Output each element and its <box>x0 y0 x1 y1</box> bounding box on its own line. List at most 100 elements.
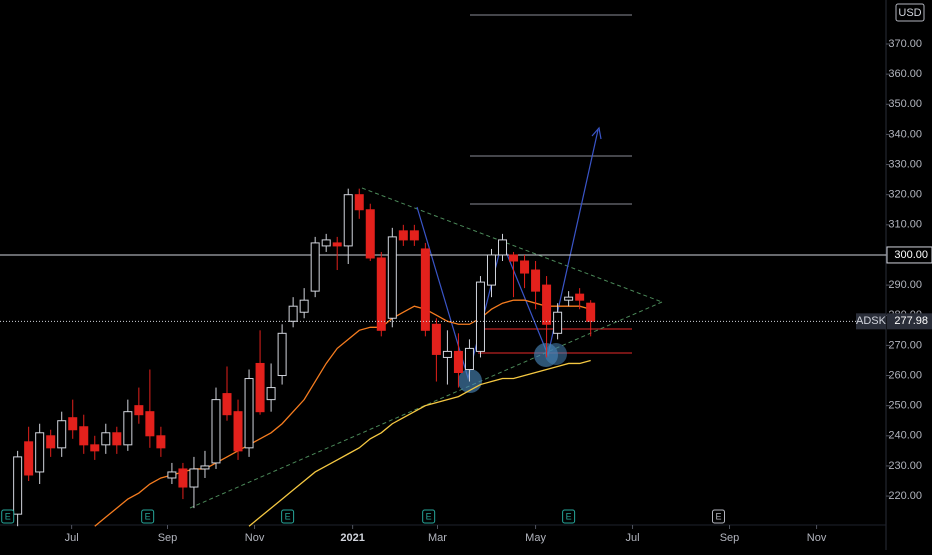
x-tick-label: Nov <box>807 532 827 544</box>
highlight-circle <box>545 343 567 365</box>
candle <box>57 411 67 457</box>
candle <box>189 456 199 509</box>
x-tick-label: Sep <box>158 532 178 544</box>
candle <box>244 369 254 457</box>
candle <box>178 462 188 500</box>
candle-body <box>79 426 89 446</box>
candle-body <box>134 405 144 416</box>
candle <box>134 387 144 424</box>
event-label: E <box>145 511 151 521</box>
currency-label: USD <box>898 7 921 19</box>
x-tick-label: Jul <box>626 532 640 544</box>
candle-body <box>310 242 320 292</box>
candle <box>277 324 287 385</box>
x-tick-label: Mar <box>428 532 447 544</box>
candle <box>112 426 122 454</box>
candle <box>464 339 474 382</box>
y-tick-label: 340.00 <box>888 128 922 140</box>
moving-average <box>94 299 591 527</box>
x-tick-label: Sep <box>720 532 740 544</box>
candle-body <box>46 435 56 449</box>
candle-body <box>35 432 45 473</box>
last-price-box <box>887 313 932 330</box>
candle <box>211 387 221 469</box>
x-tick-label: Jul <box>65 532 79 544</box>
candle-body <box>575 293 585 301</box>
candle-body <box>233 411 243 452</box>
candle <box>46 429 56 457</box>
y-tick-label: 220.00 <box>888 490 922 502</box>
moving-average <box>248 359 591 527</box>
candle-body <box>13 456 23 515</box>
candle-body <box>178 468 188 488</box>
candle-body <box>376 257 386 331</box>
candle <box>332 236 342 271</box>
x-tick-label: 2021 <box>340 532 364 544</box>
candle <box>90 435 100 460</box>
y-tick-label: 230.00 <box>888 460 922 472</box>
candle <box>68 399 78 439</box>
candle-body <box>156 435 166 449</box>
candle-body <box>112 432 122 446</box>
candle <box>24 426 34 481</box>
symbol-label: ADSK <box>856 315 887 327</box>
candle-body <box>244 378 254 449</box>
candle-body <box>564 296 574 301</box>
candle <box>365 203 375 261</box>
price-line-box <box>886 246 932 264</box>
y-tick-label: 290.00 <box>888 279 922 291</box>
candle-body <box>123 411 133 446</box>
candle <box>233 399 243 460</box>
candle-body <box>498 239 508 256</box>
candle <box>79 414 89 454</box>
candle <box>509 251 519 298</box>
candle-body <box>222 393 232 416</box>
event-marker <box>141 509 155 524</box>
candle-body <box>68 417 78 431</box>
candle <box>288 297 298 328</box>
candle-body <box>586 302 596 322</box>
candle <box>376 251 386 337</box>
candle-body <box>431 323 441 355</box>
candle <box>586 300 596 337</box>
candle-body <box>200 465 210 470</box>
candle-body <box>211 399 221 464</box>
candle-body <box>332 242 342 247</box>
candle <box>431 318 441 382</box>
candle <box>553 303 563 340</box>
y-tick-label: 240.00 <box>888 430 922 442</box>
candle-body <box>464 347 474 370</box>
candle <box>123 399 133 451</box>
candle <box>310 236 320 298</box>
candle <box>398 224 408 246</box>
candle-body <box>24 441 34 476</box>
candle <box>542 276 552 358</box>
event-marker <box>1 509 15 524</box>
candle-body <box>542 284 552 325</box>
y-tick-label: 250.00 <box>888 400 922 412</box>
y-tick-label: 260.00 <box>888 369 922 381</box>
candle-body <box>442 350 452 358</box>
candle-body <box>145 411 155 437</box>
event-label: E <box>285 511 291 521</box>
trend-line <box>189 301 663 509</box>
currency-box[interactable] <box>895 3 925 22</box>
candle-body <box>354 194 364 211</box>
candle <box>354 188 364 219</box>
candle <box>564 291 574 307</box>
y-tick-label: 370.00 <box>888 38 922 50</box>
candle-body <box>277 332 287 377</box>
candle <box>575 288 585 310</box>
x-tick-label: May <box>525 532 546 544</box>
candle <box>531 260 541 310</box>
candle <box>266 363 276 412</box>
y-tick-label: 310.00 <box>888 219 922 231</box>
symbol-box <box>856 313 886 330</box>
candle-body <box>486 254 496 286</box>
candle <box>475 276 485 358</box>
candle <box>13 450 23 527</box>
y-tick-label: 320.00 <box>888 189 922 201</box>
event-marker <box>281 509 295 524</box>
arrow-head <box>591 126 602 140</box>
